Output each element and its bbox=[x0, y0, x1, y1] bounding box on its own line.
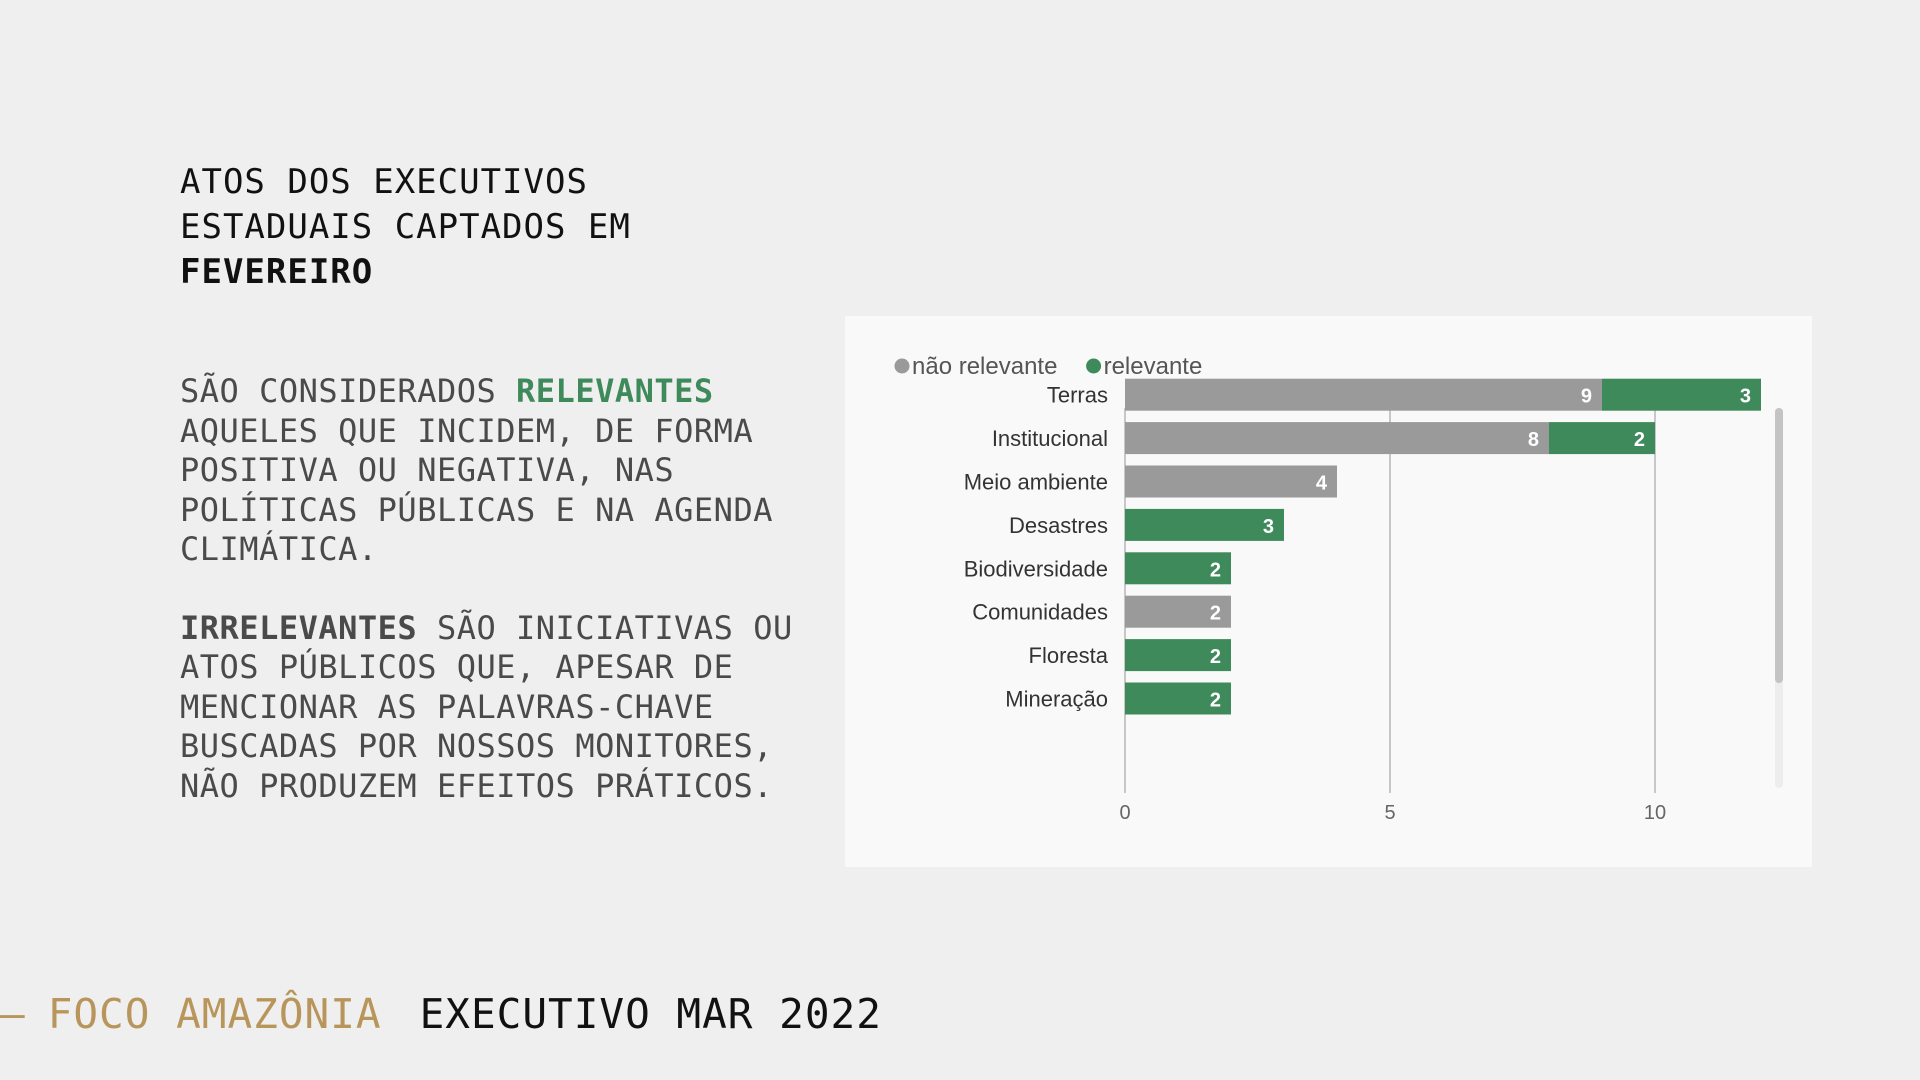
footer-brand: FOCO AMAZÔNIA bbox=[47, 990, 382, 1038]
category-label-desastres: Desastres bbox=[1009, 513, 1108, 538]
bar-institucional-nao-relevante bbox=[1125, 422, 1549, 455]
bar-mineracao-relevante bbox=[1125, 682, 1231, 715]
data-label-biodiversidade-relevante: 2 bbox=[1210, 559, 1221, 581]
data-label-comunidades-nao-relevante: 2 bbox=[1210, 603, 1221, 625]
description-relevant: SÃO CONSIDERADOS RELEVANTES AQUELES QUE … bbox=[180, 372, 800, 570]
description: SÃO CONSIDERADOS RELEVANTES AQUELES QUE … bbox=[180, 372, 800, 806]
data-label-floresta-relevante: 2 bbox=[1210, 646, 1221, 668]
description-irrelevant-text: SÃO INICIATIVAS OU ATOS PÚBLICOS QUE, AP… bbox=[180, 608, 793, 805]
category-label-institucional: Institucional bbox=[992, 426, 1108, 451]
category-label-biodiversidade: Biodiversidade bbox=[964, 556, 1108, 581]
data-label-institucional-relevante: 2 bbox=[1634, 429, 1645, 451]
title-month: FEVEREIRO bbox=[180, 252, 374, 292]
bar-terras-nao-relevante bbox=[1125, 378, 1602, 411]
footer: – FOCO AMAZÔNIA EXECUTIVO MAR 2022 bbox=[0, 990, 882, 1038]
irrelevant-keyword: IRRELEVANTES bbox=[180, 608, 418, 647]
bar-floresta-relevante bbox=[1125, 639, 1231, 672]
category-label-comunidades: Comunidades bbox=[972, 600, 1108, 625]
title-line-1: ATOS DOS EXECUTIVOS bbox=[180, 162, 588, 202]
bar-desastres-relevante bbox=[1125, 508, 1284, 541]
description-relevant-prefix: SÃO CONSIDERADOS bbox=[180, 372, 517, 410]
x-tick-label-10: 10 bbox=[1644, 802, 1666, 824]
category-label-mineracao: Mineração bbox=[1005, 687, 1108, 712]
legend-marker-relevante bbox=[1086, 358, 1102, 374]
scrollbar-thumb bbox=[1775, 408, 1783, 683]
x-tick-label-5: 5 bbox=[1384, 802, 1395, 824]
bar-terras-relevante bbox=[1602, 378, 1761, 411]
page-title: ATOS DOS EXECUTIVOS ESTADUAIS CAPTADOS E… bbox=[180, 160, 800, 295]
footer-edition: EXECUTIVO MAR 2022 bbox=[419, 990, 882, 1038]
bar-chart: não relevante relevante 0 5 10 Terras 9 3 Instit… bbox=[894, 353, 1783, 824]
data-label-mineracao-relevante: 2 bbox=[1210, 690, 1221, 712]
title-line-2: ESTADUAIS CAPTADOS EM bbox=[180, 207, 631, 247]
data-label-terras-relevante: 3 bbox=[1740, 386, 1751, 408]
description-irrelevant: IRRELEVANTES SÃO INICIATIVAS OU ATOS PÚB… bbox=[180, 609, 800, 807]
category-label-terras: Terras bbox=[1047, 383, 1108, 408]
data-label-desastres-relevante: 3 bbox=[1263, 516, 1274, 538]
legend-marker-nao-relevante bbox=[894, 358, 910, 374]
bar-institucional-relevante bbox=[1549, 422, 1655, 455]
relevant-keyword: RELEVANTES bbox=[516, 372, 714, 410]
description-relevant-text: AQUELES QUE INCIDEM, DE FORMA POSITIVA O… bbox=[180, 411, 773, 569]
x-tick-label-0: 0 bbox=[1119, 802, 1130, 824]
bar-meio-ambiente-nao-relevante bbox=[1125, 465, 1337, 498]
legend-label-relevante: relevante bbox=[1104, 353, 1203, 380]
footer-dash: – bbox=[0, 990, 26, 1038]
category-label-meio-ambiente: Meio ambiente bbox=[964, 470, 1108, 495]
data-label-terras-nao-relevante: 9 bbox=[1581, 386, 1592, 408]
bar-comunidades-nao-relevante bbox=[1125, 595, 1231, 628]
data-label-meio-ambiente-nao-relevante: 4 bbox=[1316, 473, 1328, 495]
bar-biodiversidade-relevante bbox=[1125, 552, 1231, 585]
legend-label-nao-relevante: não relevante bbox=[912, 353, 1057, 380]
data-label-institucional-nao-relevante: 8 bbox=[1528, 429, 1539, 451]
chart-card: não relevante relevante 0 5 10 Terras 9 3 Instit… bbox=[845, 316, 1812, 867]
category-label-floresta: Floresta bbox=[1029, 643, 1109, 668]
